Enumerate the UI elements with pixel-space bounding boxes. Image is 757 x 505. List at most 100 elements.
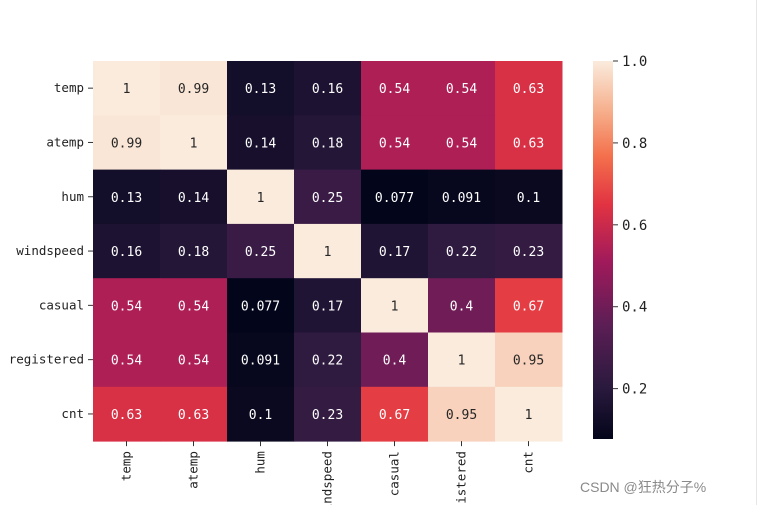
cell-value-label: 0.63	[111, 408, 142, 423]
row-tick-label: atemp	[46, 134, 84, 149]
heatmap-cell	[495, 169, 563, 225]
cell-value-label: 0.13	[111, 191, 142, 206]
cell-value-label: 0.18	[178, 245, 209, 260]
column-tick-label: hum	[253, 451, 268, 474]
cell-value-label: 0.4	[383, 354, 407, 369]
heatmap-cell	[93, 223, 161, 279]
heatmap-cell	[93, 386, 161, 442]
heatmap-cell	[361, 386, 429, 442]
heatmap-cell	[294, 169, 362, 225]
row-tick-label: cnt	[61, 406, 84, 421]
cell-value-label: 0.091	[442, 191, 481, 206]
cell-value-label: 0.54	[178, 299, 209, 314]
column-tick-label: cnt	[521, 451, 536, 474]
colorbar-ticks: 0.2 0.4 0.6 0.8 1.0	[613, 54, 647, 398]
cell-value-label: 0.95	[513, 354, 544, 369]
colorbar-tick-label: 0.6	[622, 218, 647, 234]
cell-value-label: 0.16	[312, 82, 343, 97]
cell-value-label: 0.63	[178, 408, 209, 423]
column-tick-labels: temp atemp hum windspeed casual registered cnt	[119, 441, 536, 505]
colorbar-tick-label: 1.0	[622, 54, 647, 70]
cell-value-label: 0.22	[312, 354, 343, 369]
heatmap-cell	[93, 278, 161, 333]
cell-value-label: 0.54	[111, 299, 142, 314]
cell-value-label: 0.54	[111, 354, 142, 369]
cell-value-label: 0.13	[245, 82, 276, 97]
heatmap-cell	[93, 332, 161, 388]
cell-value-label: 1	[190, 136, 198, 151]
column-tick-label: atemp	[186, 451, 201, 489]
heatmap-cell	[160, 278, 228, 333]
heatmap-cell	[227, 278, 295, 333]
cell-value-label: 0.077	[241, 299, 280, 314]
heatmap-cell	[160, 332, 228, 388]
cell-value-label: 0.25	[245, 245, 276, 260]
heatmap-cell	[294, 61, 362, 116]
cell-value-label: 0.63	[513, 136, 544, 151]
row-tick-label: registered	[9, 352, 84, 367]
cell-value-label: 0.22	[446, 245, 477, 260]
cell-value-label: 0.54	[379, 136, 410, 151]
heatmap-cell	[495, 278, 563, 333]
cell-value-label: 0.54	[379, 82, 410, 97]
heatmap-cell	[160, 386, 228, 442]
heatmap-cell	[495, 115, 563, 171]
heatmap-cell	[428, 278, 496, 333]
heatmap-cell	[495, 386, 563, 442]
heatmap-cell	[428, 115, 496, 171]
heatmap-cell	[495, 332, 563, 388]
heatmap-cell	[93, 169, 161, 225]
column-tick-label: casual	[387, 451, 402, 496]
colorbar-tick-label: 0.8	[622, 136, 647, 152]
row-tick-label: windspeed	[16, 243, 84, 258]
colorbar-tick-label: 0.2	[622, 382, 647, 398]
heatmap-cell	[361, 223, 429, 279]
cell-value-label: 0.077	[375, 191, 414, 206]
column-tick-label: temp	[119, 451, 134, 481]
cell-value-label: 1	[324, 245, 332, 260]
cell-value-label: 0.1	[517, 191, 540, 206]
heatmap-cell	[361, 332, 429, 388]
heatmap-cell	[361, 169, 429, 225]
cell-value-label: 0.23	[312, 408, 343, 423]
cell-value-label: 0.67	[379, 408, 410, 423]
cell-value-label: 0.17	[379, 245, 410, 260]
heatmap-cell	[361, 278, 429, 333]
row-tick-label: temp	[54, 80, 84, 95]
watermark-text: CSDN @狂热分子%	[580, 479, 707, 495]
row-tick-label: hum	[61, 189, 84, 204]
cell-value-label: 0.4	[450, 299, 474, 314]
heatmap-cell	[294, 115, 362, 171]
heatmap-cell	[227, 61, 295, 116]
heatmap-cell	[227, 223, 295, 279]
cell-value-label: 0.99	[178, 82, 209, 97]
row-tick-label: casual	[39, 297, 84, 312]
cell-value-label: 1	[458, 354, 466, 369]
heatmap-cell	[294, 223, 362, 279]
heatmap-cell	[428, 61, 496, 116]
cell-value-label: 0.23	[513, 245, 544, 260]
cell-value-label: 0.14	[245, 136, 276, 151]
cell-value-label: 0.16	[111, 245, 142, 260]
cell-value-label: 1	[257, 191, 265, 206]
heatmap-cells: 1 0.99 0.13 0.16 0.54 0.54 0.63 0.99 1 0.14 0.18 0.…	[93, 61, 563, 442]
cell-value-label: 0.17	[312, 299, 343, 314]
column-tick-label: windspeed	[320, 451, 335, 505]
heatmap-cell	[294, 278, 362, 333]
heatmap-cell	[227, 169, 295, 225]
heatmap-cell	[495, 223, 563, 279]
cell-value-label: 1	[391, 299, 399, 314]
cell-value-label: 0.091	[241, 354, 280, 369]
cell-value-label: 0.14	[178, 191, 209, 206]
heatmap-cell	[428, 223, 496, 279]
heatmap-cell	[160, 61, 228, 116]
colorbar	[593, 61, 613, 439]
heatmap-cell	[160, 115, 228, 171]
cell-value-label: 0.95	[446, 408, 477, 423]
column-tick-label: registered	[454, 451, 469, 505]
cell-value-label: 0.25	[312, 191, 343, 206]
cell-value-label: 0.18	[312, 136, 343, 151]
heatmap-cell	[361, 61, 429, 116]
heatmap-cell	[361, 115, 429, 171]
